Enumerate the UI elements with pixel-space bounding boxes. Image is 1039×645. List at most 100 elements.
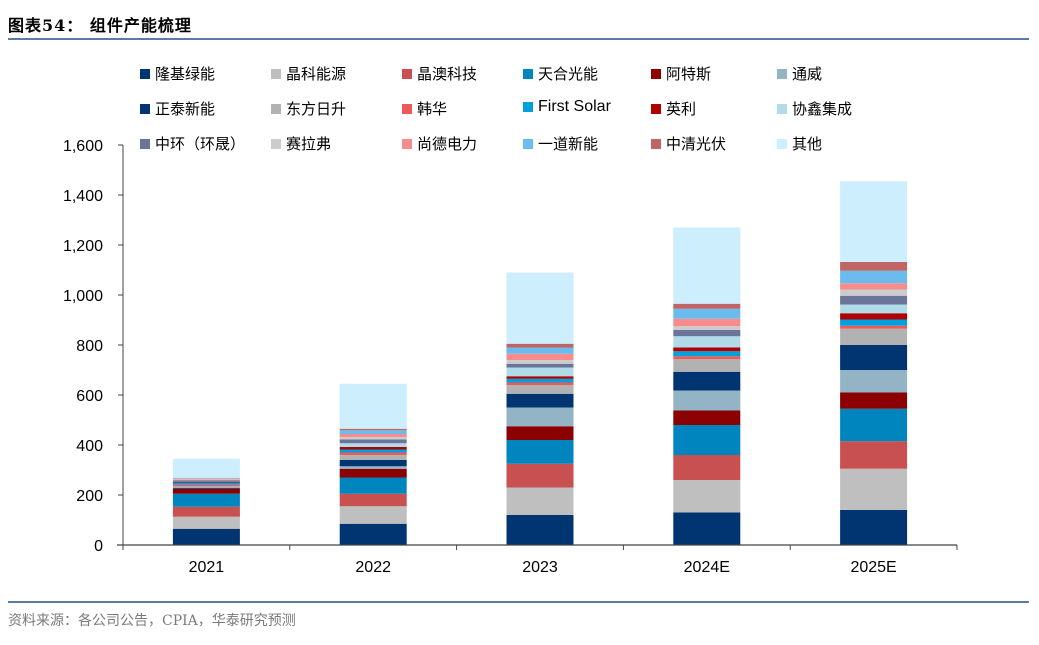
bar-segment xyxy=(339,466,407,469)
legend-item: 英利 xyxy=(651,98,696,119)
bar-segment xyxy=(840,313,908,320)
bar-segment xyxy=(339,506,407,524)
bar-segment xyxy=(172,479,240,480)
bar-segment xyxy=(673,410,741,425)
bar-segment xyxy=(840,262,908,271)
bar-segment xyxy=(339,493,407,507)
y-tick-label: 1,400 xyxy=(63,188,103,205)
legend-item: 中清光伏 xyxy=(651,133,726,154)
bar-segment xyxy=(840,370,908,393)
legend-swatch xyxy=(271,138,281,149)
y-tick-label: 200 xyxy=(76,488,103,505)
legend-label: 协鑫集成 xyxy=(792,100,853,118)
bar-segment xyxy=(673,308,741,319)
legend-swatch xyxy=(140,138,150,149)
legend-swatch xyxy=(402,103,412,114)
bar-segment xyxy=(506,385,574,394)
y-tick-label: 600 xyxy=(76,388,103,405)
bar-segment xyxy=(506,363,574,368)
source-note: 资料来源：各公司公告，CPIA，华泰研究预测 xyxy=(8,613,296,629)
bar-segment xyxy=(840,325,908,329)
bar-segment xyxy=(506,515,574,545)
legend-swatch xyxy=(651,68,661,79)
legend-item: 正泰新能 xyxy=(140,98,215,119)
legend-label: 正泰新能 xyxy=(155,100,216,118)
bar-segment xyxy=(673,227,741,304)
bar-segment xyxy=(172,480,240,482)
bar-segment xyxy=(506,382,574,385)
legend-item: 阿特斯 xyxy=(651,63,711,84)
bar-segment xyxy=(673,512,741,545)
legend-label: 天合光能 xyxy=(538,65,599,83)
legend-item: 天合光能 xyxy=(523,63,598,84)
legend-label: 赛拉弗 xyxy=(286,135,332,153)
bar-segment xyxy=(673,330,741,337)
bar-segment xyxy=(339,437,407,440)
bar-segment xyxy=(840,295,908,305)
y-tick-label: 400 xyxy=(76,438,103,455)
legend-item: 其他 xyxy=(777,133,822,154)
bar-segment xyxy=(840,270,908,284)
figure-label: 图表54： xyxy=(8,16,84,35)
bar-segment xyxy=(840,319,908,326)
bar-segment xyxy=(339,383,407,429)
bar-segment xyxy=(673,425,741,455)
x-tick-label: 2021 xyxy=(189,559,225,576)
bar-segment xyxy=(339,447,407,450)
bar-segment xyxy=(840,468,908,510)
legend-item: 中环（环晟） xyxy=(140,133,245,154)
bar-segment xyxy=(339,428,407,431)
legend-swatch xyxy=(523,138,533,149)
legend-label: 东方日升 xyxy=(286,100,347,118)
bar-segment xyxy=(339,477,407,494)
legend-swatch xyxy=(271,103,281,114)
figure-title: 图表54： 组件产能梳理 xyxy=(8,12,192,36)
legend-swatch xyxy=(271,68,281,79)
y-tick-label: 800 xyxy=(76,338,103,355)
bar-segment xyxy=(673,347,741,352)
bar-segment xyxy=(506,347,574,354)
legend-label: First Solar xyxy=(538,98,611,115)
bar-segment xyxy=(172,458,240,478)
bar-segment xyxy=(172,488,240,494)
bar-segment xyxy=(506,353,574,360)
bar-segment xyxy=(506,272,574,344)
bar-segment xyxy=(673,390,741,411)
bar-segment xyxy=(506,426,574,440)
y-tick-label: 1,000 xyxy=(63,288,103,305)
bar-segment xyxy=(673,359,741,372)
bar-segment xyxy=(673,336,741,348)
bar-segment xyxy=(673,326,741,330)
top-rule xyxy=(8,38,1029,40)
y-tick-label: 1,600 xyxy=(63,138,103,155)
bar-segment xyxy=(506,343,574,348)
legend-item: 尚德电力 xyxy=(402,133,477,154)
bar-segment xyxy=(673,371,741,391)
y-tick-label: 0 xyxy=(94,538,103,555)
bar-segment xyxy=(339,434,407,437)
bar-segment xyxy=(506,463,574,488)
bar-segment xyxy=(172,482,240,485)
bar-segment xyxy=(339,430,407,434)
legend-label: 一道新能 xyxy=(538,135,599,153)
bar-segment xyxy=(840,304,908,314)
bar-segment xyxy=(339,455,407,460)
legend-swatch xyxy=(140,103,150,114)
legend-swatch xyxy=(651,138,661,149)
legend-swatch xyxy=(651,103,661,114)
bar-segment xyxy=(506,367,574,377)
bar-segment xyxy=(506,378,574,383)
bar-segment xyxy=(339,452,407,455)
bar-segment xyxy=(840,289,908,296)
bar-segment xyxy=(840,408,908,442)
bar-segment xyxy=(339,439,407,444)
legend-label: 晶科能源 xyxy=(286,65,347,83)
bar-stack-2024E xyxy=(673,227,741,545)
bar-stack-2023 xyxy=(506,272,574,545)
bar-segment xyxy=(673,356,741,360)
bar-segment xyxy=(339,449,407,453)
bar-stack-2021 xyxy=(172,458,240,545)
legend-item: 东方日升 xyxy=(271,98,346,119)
legend-swatch xyxy=(402,68,412,79)
